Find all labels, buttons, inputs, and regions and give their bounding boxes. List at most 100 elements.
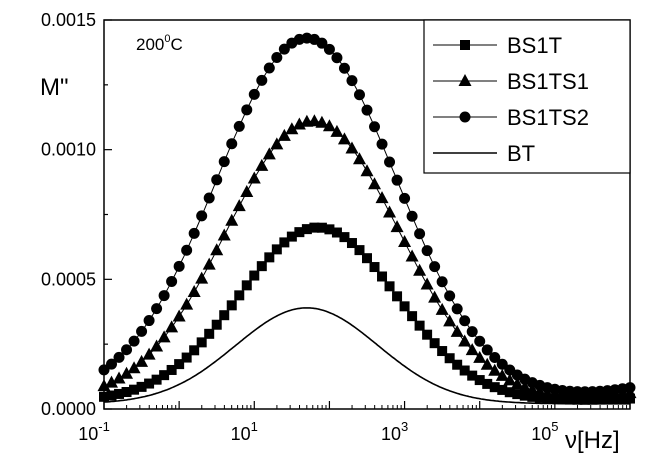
series-layer <box>97 32 637 405</box>
data-point <box>450 324 464 337</box>
data-point <box>187 284 201 297</box>
data-point <box>256 261 267 272</box>
data-point <box>142 347 156 360</box>
data-point <box>166 275 178 287</box>
data-point <box>474 375 485 386</box>
legend-entry-bt: BT <box>433 141 535 166</box>
x-tick-label: 101 <box>231 419 258 444</box>
data-point <box>525 382 539 395</box>
data-point <box>256 74 268 86</box>
data-point <box>534 392 545 403</box>
series-bs1ts1 <box>97 114 637 402</box>
data-point <box>331 227 342 238</box>
data-point <box>496 358 508 370</box>
data-point <box>323 43 335 55</box>
data-point <box>174 359 185 370</box>
data-point <box>150 339 164 352</box>
temperature-degree: 0 <box>164 33 170 45</box>
legend-entry-bs1t: BS1T <box>433 33 562 58</box>
data-point <box>413 263 427 276</box>
data-point <box>316 222 327 233</box>
data-point <box>510 377 524 390</box>
data-point <box>157 330 171 343</box>
data-point <box>337 132 351 145</box>
series-bs1ts2 <box>98 32 636 398</box>
data-point <box>248 88 260 100</box>
data-point <box>339 232 350 243</box>
data-point <box>271 244 282 255</box>
data-point <box>481 344 493 356</box>
data-point <box>497 384 508 395</box>
data-point <box>211 319 222 330</box>
data-point <box>166 364 177 375</box>
data-point <box>136 325 148 337</box>
data-point <box>437 346 448 357</box>
data-point <box>249 270 260 281</box>
data-point <box>316 37 328 49</box>
data-point <box>436 276 448 288</box>
data-point <box>189 345 200 356</box>
data-point <box>210 243 224 256</box>
temperature-value: 200 <box>136 35 164 54</box>
data-point <box>211 174 223 186</box>
data-point <box>518 380 532 393</box>
data-point <box>353 89 365 101</box>
data-point <box>240 184 254 197</box>
data-point <box>105 375 119 388</box>
data-point <box>279 237 290 248</box>
data-point <box>482 378 493 389</box>
data-point <box>519 390 530 401</box>
data-point <box>429 338 440 349</box>
data-point <box>226 138 238 150</box>
y-tick-labels: 0.0000 0.0005 0.0010 0.0015 <box>41 10 96 419</box>
data-point <box>495 368 509 381</box>
data-point <box>435 302 449 315</box>
data-point <box>399 192 411 204</box>
data-point <box>271 52 283 64</box>
data-point <box>121 387 132 398</box>
data-point <box>181 244 193 256</box>
data-point <box>196 337 207 348</box>
data-point <box>151 303 163 315</box>
data-point <box>143 315 155 327</box>
data-point <box>444 290 456 302</box>
data-point <box>127 361 141 374</box>
data-point <box>369 262 380 273</box>
y-axis-title: M" <box>40 74 69 101</box>
data-point <box>106 390 117 401</box>
y-tick-label: 0.0005 <box>41 269 96 289</box>
data-point <box>345 141 359 154</box>
data-point <box>219 310 230 321</box>
data-point <box>262 147 276 160</box>
data-point <box>165 320 179 333</box>
data-point <box>369 121 381 133</box>
data-point <box>128 335 140 347</box>
data-point <box>459 365 470 376</box>
data-point <box>527 391 538 402</box>
temperature-unit: C <box>171 35 183 54</box>
data-point <box>488 363 502 376</box>
data-point <box>97 379 111 392</box>
data-point <box>421 245 433 257</box>
data-point <box>330 124 344 137</box>
data-point <box>120 366 134 379</box>
data-point <box>512 389 523 400</box>
data-point <box>309 222 320 233</box>
legend-marker <box>459 111 471 123</box>
data-point <box>354 245 365 256</box>
series-line <box>103 307 630 405</box>
data-point <box>113 351 125 363</box>
data-point <box>151 374 162 385</box>
data-point <box>188 227 200 239</box>
data-point <box>625 393 635 404</box>
data-point <box>399 301 410 312</box>
data-point <box>180 297 194 310</box>
data-point <box>368 177 382 190</box>
legend-label: BS1TS1 <box>507 69 589 94</box>
data-point <box>533 385 547 398</box>
data-point <box>114 388 125 399</box>
data-point <box>294 227 305 238</box>
data-point <box>375 191 389 204</box>
data-point <box>315 115 329 128</box>
